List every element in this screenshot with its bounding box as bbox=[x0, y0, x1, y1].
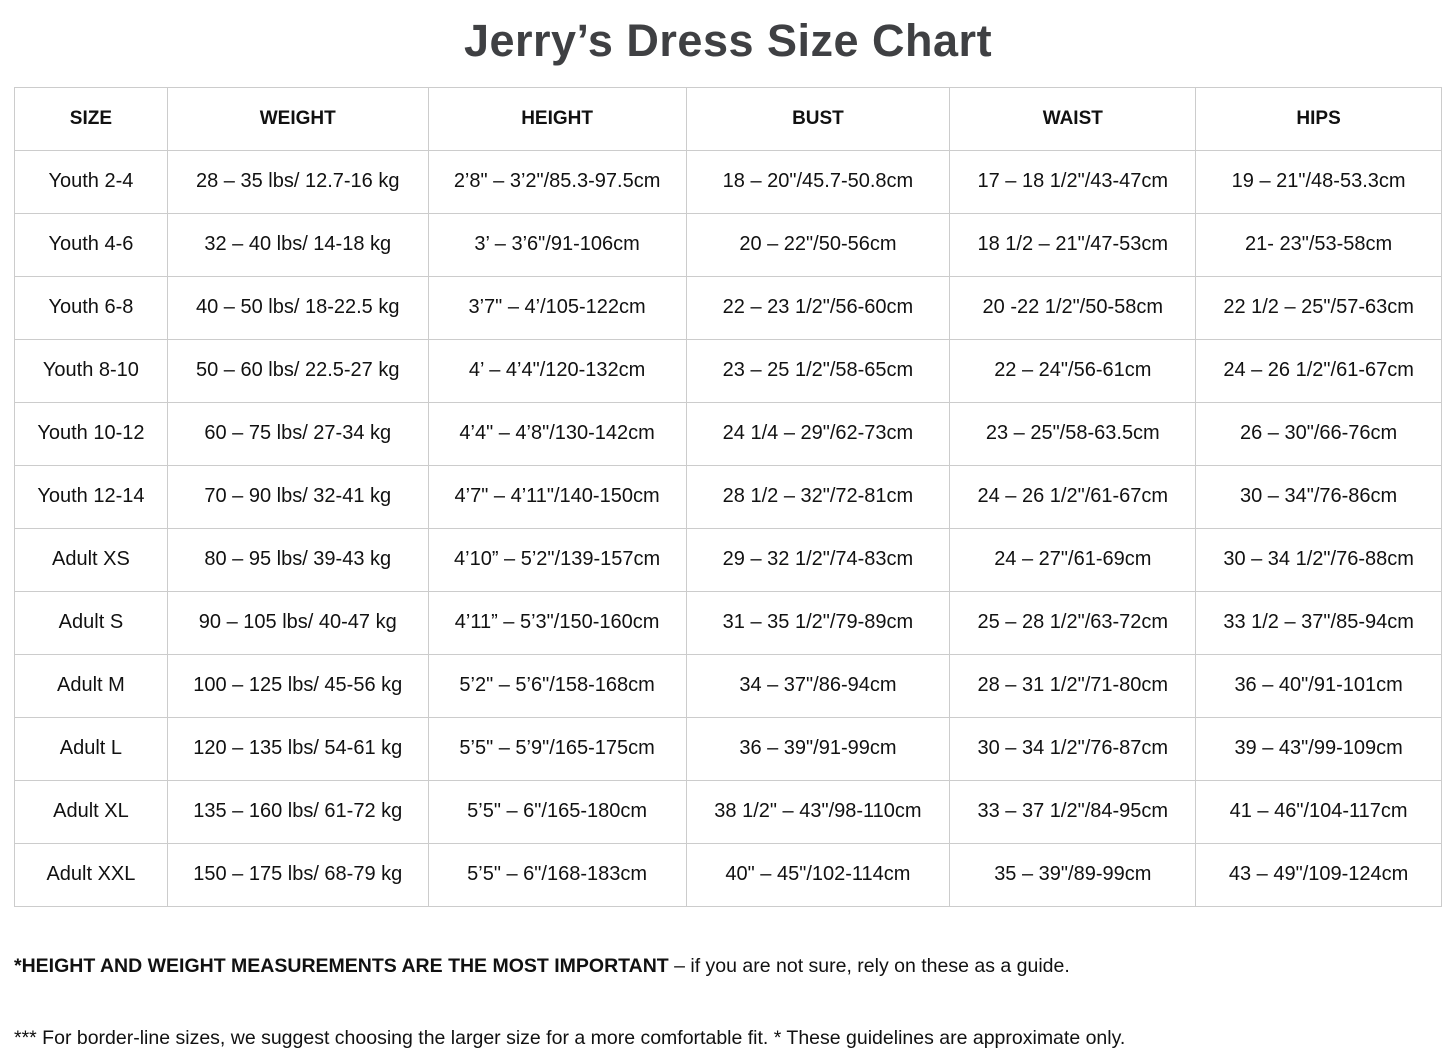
cell-weight: 135 – 160 lbs/ 61-72 kg bbox=[166, 779, 429, 844]
cell-bust: 36 – 39"/91-99cm bbox=[685, 716, 951, 781]
cell-bust: 24 1/4 – 29"/62-73cm bbox=[685, 401, 951, 466]
cell-size: Youth 6-8 bbox=[14, 275, 168, 340]
cell-bust: 40" – 45"/102-114cm bbox=[685, 842, 951, 907]
cell-waist: 20 -22 1/2"/50-58cm bbox=[949, 275, 1197, 340]
cell-weight: 32 – 40 lbs/ 14-18 kg bbox=[166, 212, 429, 277]
column-header-size: SIZE bbox=[14, 86, 168, 151]
table-row: Youth 8-10 50 – 60 lbs/ 22.5-27 kg 4’ – 4’… bbox=[14, 338, 1442, 403]
size-table-body: Youth 2-4 28 – 35 lbs/ 12.7-16 kg 2’8" – 3… bbox=[14, 149, 1442, 907]
cell-weight: 60 – 75 lbs/ 27-34 kg bbox=[166, 401, 429, 466]
cell-hips: 21- 23"/53-58cm bbox=[1195, 212, 1442, 277]
cell-weight: 100 – 125 lbs/ 45-56 kg bbox=[166, 653, 429, 718]
cell-bust: 28 1/2 – 32"/72-81cm bbox=[685, 464, 951, 529]
cell-size: Youth 10-12 bbox=[14, 401, 168, 466]
cell-height: 2’8" – 3’2"/85.3-97.5cm bbox=[427, 149, 687, 214]
cell-bust: 20 – 22"/50-56cm bbox=[685, 212, 951, 277]
cell-hips: 43 – 49"/109-124cm bbox=[1195, 842, 1442, 907]
cell-weight: 90 – 105 lbs/ 40-47 kg bbox=[166, 590, 429, 655]
cell-height: 4’10” – 5’2"/139-157cm bbox=[427, 527, 687, 592]
cell-size: Adult XXL bbox=[14, 842, 168, 907]
column-header-bust: BUST bbox=[685, 86, 951, 151]
footnote-height-weight: *HEIGHT AND WEIGHT MEASUREMENTS ARE THE … bbox=[14, 953, 1442, 979]
footnote-regular-text: – if you are not sure, rely on these as … bbox=[668, 954, 1070, 977]
cell-hips: 24 – 26 1/2"/61-67cm bbox=[1195, 338, 1442, 403]
footnote-bold-text: *HEIGHT AND WEIGHT MEASUREMENTS ARE THE … bbox=[14, 954, 669, 977]
cell-height: 5’5" – 6"/168-183cm bbox=[427, 842, 687, 907]
cell-bust: 23 – 25 1/2"/58-65cm bbox=[685, 338, 951, 403]
cell-size: Youth 12-14 bbox=[14, 464, 168, 529]
cell-bust: 34 – 37"/86-94cm bbox=[685, 653, 951, 718]
cell-size: Adult L bbox=[14, 716, 168, 781]
column-header-hips: HIPS bbox=[1195, 86, 1442, 151]
cell-waist: 33 – 37 1/2"/84-95cm bbox=[949, 779, 1197, 844]
cell-bust: 29 – 32 1/2"/74-83cm bbox=[685, 527, 951, 592]
cell-waist: 28 – 31 1/2"/71-80cm bbox=[949, 653, 1197, 718]
cell-size: Adult M bbox=[14, 653, 168, 718]
size-chart-table: SIZE WEIGHT HEIGHT BUST WAIST HIPS Youth 2-4 2… bbox=[14, 86, 1442, 907]
cell-waist: 35 – 39"/89-99cm bbox=[949, 842, 1197, 907]
table-row: Youth 12-14 70 – 90 lbs/ 32-41 kg 4’7" – 4… bbox=[14, 464, 1442, 529]
table-row: Adult XXL 150 – 175 lbs/ 68-79 kg 5’5" – 6… bbox=[14, 842, 1442, 907]
cell-waist: 22 – 24"/56-61cm bbox=[949, 338, 1197, 403]
cell-hips: 36 – 40"/91-101cm bbox=[1195, 653, 1442, 718]
cell-size: Youth 2-4 bbox=[14, 149, 168, 214]
column-header-height: HEIGHT bbox=[427, 86, 687, 151]
page-title: Jerry’s Dress Size Chart bbox=[463, 15, 993, 66]
table-row: Youth 6-8 40 – 50 lbs/ 18-22.5 kg 3’7" – 4… bbox=[14, 275, 1442, 340]
table-row: Adult XS 80 – 95 lbs/ 39-43 kg 4’10” – 5’2… bbox=[14, 527, 1442, 592]
cell-waist: 23 – 25"/58-63.5cm bbox=[949, 401, 1197, 466]
table-row: Adult M 100 – 125 lbs/ 45-56 kg 5’2" – 5’6… bbox=[14, 653, 1442, 718]
cell-size: Adult XS bbox=[14, 527, 168, 592]
cell-waist: 25 – 28 1/2"/63-72cm bbox=[949, 590, 1197, 655]
cell-height: 4’ – 4’4"/120-132cm bbox=[427, 338, 687, 403]
cell-bust: 31 – 35 1/2"/79-89cm bbox=[685, 590, 951, 655]
cell-bust: 18 – 20"/45.7-50.8cm bbox=[685, 149, 951, 214]
cell-waist: 24 – 27"/61-69cm bbox=[949, 527, 1197, 592]
cell-size: Adult S bbox=[14, 590, 168, 655]
cell-height: 3’7" – 4’/105-122cm bbox=[427, 275, 687, 340]
cell-size: Adult XL bbox=[14, 779, 168, 844]
cell-bust: 38 1/2" – 43"/98-110cm bbox=[685, 779, 951, 844]
cell-hips: 39 – 43"/99-109cm bbox=[1195, 716, 1442, 781]
cell-weight: 150 – 175 lbs/ 68-79 kg bbox=[166, 842, 429, 907]
cell-size: Youth 8-10 bbox=[14, 338, 168, 403]
cell-weight: 40 – 50 lbs/ 18-22.5 kg bbox=[166, 275, 429, 340]
cell-weight: 80 – 95 lbs/ 39-43 kg bbox=[166, 527, 429, 592]
cell-hips: 33 1/2 – 37"/85-94cm bbox=[1195, 590, 1442, 655]
table-row: Adult S 90 – 105 lbs/ 40-47 kg 4’11” – 5’3… bbox=[14, 590, 1442, 655]
cell-weight: 120 – 135 lbs/ 54-61 kg bbox=[166, 716, 429, 781]
cell-height: 4’7" – 4’11"/140-150cm bbox=[427, 464, 687, 529]
cell-height: 3’ – 3’6"/91-106cm bbox=[427, 212, 687, 277]
table-row: Adult L 120 – 135 lbs/ 54-61 kg 5’5" – 5’9… bbox=[14, 716, 1442, 781]
cell-height: 5’5" – 6"/165-180cm bbox=[427, 779, 687, 844]
table-row: Youth 10-12 60 – 75 lbs/ 27-34 kg 4’4" – 4… bbox=[14, 401, 1442, 466]
cell-waist: 30 – 34 1/2"/76-87cm bbox=[949, 716, 1197, 781]
column-header-waist: WAIST bbox=[949, 86, 1197, 151]
cell-weight: 28 – 35 lbs/ 12.7-16 kg bbox=[166, 149, 429, 214]
table-header-row: SIZE WEIGHT HEIGHT BUST WAIST HIPS bbox=[14, 86, 1442, 151]
cell-hips: 30 – 34"/76-86cm bbox=[1195, 464, 1442, 529]
cell-size: Youth 4-6 bbox=[14, 212, 168, 277]
cell-hips: 30 – 34 1/2"/76-88cm bbox=[1195, 527, 1442, 592]
cell-height: 4’11” – 5’3"/150-160cm bbox=[427, 590, 687, 655]
cell-weight: 70 – 90 lbs/ 32-41 kg bbox=[166, 464, 429, 529]
cell-hips: 19 – 21"/48-53.3cm bbox=[1195, 149, 1442, 214]
cell-height: 5’2" – 5’6"/158-168cm bbox=[427, 653, 687, 718]
column-header-weight: WEIGHT bbox=[166, 86, 429, 151]
cell-hips: 22 1/2 – 25"/57-63cm bbox=[1195, 275, 1442, 340]
cell-weight: 50 – 60 lbs/ 22.5-27 kg bbox=[166, 338, 429, 403]
cell-hips: 41 – 46"/104-117cm bbox=[1195, 779, 1442, 844]
cell-height: 5’5" – 5’9"/165-175cm bbox=[427, 716, 687, 781]
table-row: Youth 2-4 28 – 35 lbs/ 12.7-16 kg 2’8" – 3… bbox=[14, 149, 1442, 214]
footnote-borderline-sizes: *** For border-line sizes, we suggest ch… bbox=[14, 1026, 1126, 1049]
cell-waist: 17 – 18 1/2"/43-47cm bbox=[949, 149, 1197, 214]
cell-hips: 26 – 30"/66-76cm bbox=[1195, 401, 1442, 466]
cell-bust: 22 – 23 1/2"/56-60cm bbox=[685, 275, 951, 340]
cell-waist: 24 – 26 1/2"/61-67cm bbox=[949, 464, 1197, 529]
table-row: Adult XL 135 – 160 lbs/ 61-72 kg 5’5" – 6"… bbox=[14, 779, 1442, 844]
cell-waist: 18 1/2 – 21"/47-53cm bbox=[949, 212, 1197, 277]
table-row: Youth 4-6 32 – 40 lbs/ 14-18 kg 3’ – 3’6"/… bbox=[14, 212, 1442, 277]
cell-height: 4’4" – 4’8"/130-142cm bbox=[427, 401, 687, 466]
